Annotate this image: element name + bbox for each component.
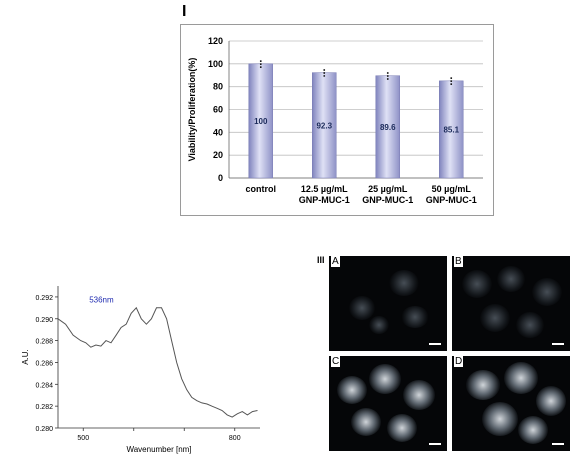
y-axis-label: Viability/Proliferation(%): [187, 58, 197, 162]
x-tick-label: control: [246, 184, 277, 194]
bar: [375, 75, 400, 179]
x-tick-label: 12.5 µg/mL: [301, 184, 348, 194]
y-tick-label: 0.284: [35, 382, 53, 389]
x-tick-label: GNP-MUC-1: [299, 195, 350, 205]
x-tick-label: GNP-MUC-1: [362, 195, 413, 205]
micrograph-letter: B: [454, 256, 463, 267]
y-tick-label: 120: [208, 36, 223, 46]
scale-bar: [552, 343, 564, 345]
y-tick-label: 0.292: [35, 295, 53, 302]
x-tick-label: GNP-MUC-1: [426, 195, 477, 205]
data-label: 89.6: [380, 123, 396, 132]
y-tick-label: 0.290: [35, 317, 53, 324]
micrograph-letter: A: [331, 256, 340, 267]
x-axis-label: Wavenumber [nm]: [126, 445, 191, 454]
y-tick-label: 0.280: [35, 426, 53, 433]
y-tick-label: 100: [208, 59, 223, 69]
y-tick-label: 0.286: [35, 360, 53, 367]
viability-bar-chart-frame: 0 20 40 60 80 100 120 100 control 92.3 12.5 µg/mL…: [180, 24, 494, 216]
scale-bar: [552, 443, 564, 445]
bar: [312, 72, 337, 179]
micrograph-letter: C: [331, 356, 341, 367]
y-tick-label: 0.282: [35, 404, 53, 411]
viability-bar-chart: 0 20 40 60 80 100 120 100 control 92.3 12.5 µg/mL…: [187, 36, 483, 205]
y-tick-label: 0.288: [35, 339, 53, 346]
y-tick-label: 20: [213, 150, 223, 160]
spectrum-line: [57, 306, 258, 418]
data-label: 100: [254, 117, 268, 126]
y-axis-label: A.U.: [22, 349, 30, 365]
absorbance-spectrum-chart: 0.280 0.282 0.284 0.286 0.288 0.290 0.292 500 80…: [22, 286, 260, 454]
microscopy-panel: III A B C D: [316, 250, 573, 465]
micrograph-letter: D: [454, 356, 464, 367]
y-tick-label: 80: [213, 82, 223, 92]
data-label: 92.3: [316, 121, 332, 130]
micrograph-b: B: [452, 256, 570, 351]
peak-annotation: 536nm: [89, 296, 114, 305]
x-tick-label: 25 µg/mL: [368, 184, 408, 194]
x-tick-label: 500: [77, 435, 89, 442]
data-label: 85.1: [443, 125, 459, 134]
panel-label-bar: I: [182, 3, 187, 20]
micrograph-d: D: [452, 356, 570, 451]
bar: [248, 63, 273, 179]
y-tick-label: 0: [218, 173, 223, 183]
y-tick-label: 60: [213, 105, 223, 115]
panel-label-micro: III: [317, 255, 325, 265]
micrograph-a: A: [329, 256, 447, 351]
x-tick-label: 800: [229, 435, 241, 442]
scale-bar: [429, 343, 441, 345]
scale-bar: [429, 443, 441, 445]
micrograph-c: C: [329, 356, 447, 451]
y-tick-label: 40: [213, 127, 223, 137]
x-tick-label: 50 µg/mL: [432, 184, 472, 194]
